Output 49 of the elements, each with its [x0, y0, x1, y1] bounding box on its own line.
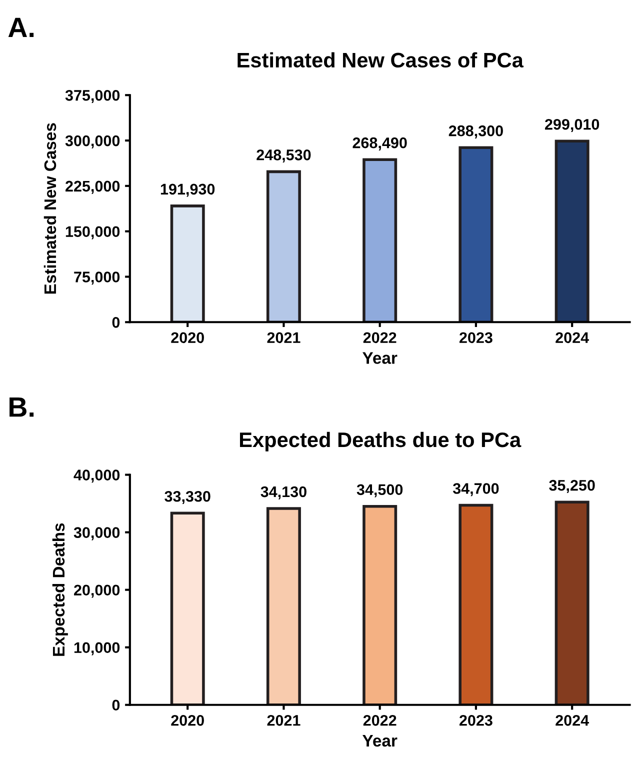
bar	[170, 204, 205, 322]
bar	[362, 505, 398, 705]
y-tick-label: 75,000	[74, 272, 120, 285]
x-tick-label: 2020	[171, 332, 204, 344]
x-axis-title: Year	[362, 735, 398, 747]
text: A.	[8, 18, 34, 38]
bar	[458, 504, 494, 705]
x-tick-label: 2022	[363, 715, 396, 726]
bar	[458, 146, 494, 322]
y-tick-label: 0	[112, 700, 120, 711]
x-tick-label: 2022	[363, 332, 396, 344]
y-tick-label: 300,000	[65, 135, 120, 148]
y-tick-label: 150,000	[66, 226, 120, 240]
data-label: 34,700	[452, 483, 499, 496]
chart-title: Estimated New Cases of PCa	[238, 52, 524, 68]
bar	[170, 512, 205, 705]
y-tick-label: 30,000	[74, 527, 120, 540]
data-label: 299,010	[545, 118, 600, 132]
x-axis-title: Year	[362, 352, 398, 364]
data-label: 191,930	[160, 184, 215, 197]
x-tick-label: 2021	[267, 715, 300, 726]
y-tick-label: 10,000	[74, 642, 120, 656]
x-tick-label: 2024	[556, 332, 589, 344]
y-axis-title: Estimated New Cases	[44, 123, 56, 294]
y-tick-label: 20,000	[74, 584, 120, 598]
data-label: 35,250	[549, 480, 595, 493]
y-tick-label: 0	[112, 317, 120, 328]
data-label: 288,300	[448, 125, 503, 138]
y-tick-label: 375,000	[65, 90, 120, 104]
data-label: 248,530	[256, 150, 311, 163]
bar	[266, 170, 301, 322]
y-axis-title: Expected Deaths	[52, 523, 68, 656]
data-label: 33,330	[164, 490, 210, 504]
data-label: 34,500	[356, 484, 403, 498]
y-tick-label: 225,000	[66, 180, 120, 194]
x-tick-label: 2023	[460, 715, 492, 726]
text: B.	[10, 398, 34, 417]
x-tick-label: 2021	[267, 332, 300, 344]
y-tick-label: 40,000	[74, 470, 120, 483]
x-tick-label: 2024	[556, 715, 589, 726]
x-tick-label: 2020	[171, 715, 204, 726]
bar	[266, 507, 301, 705]
bar	[362, 158, 398, 322]
chart-title: Expected Deaths due to PCa	[240, 432, 522, 452]
data-label: 268,490	[352, 137, 407, 150]
x-tick-label: 2023	[460, 332, 492, 344]
data-label: 34,130	[260, 486, 306, 500]
bar	[554, 140, 590, 322]
bar	[554, 500, 590, 705]
